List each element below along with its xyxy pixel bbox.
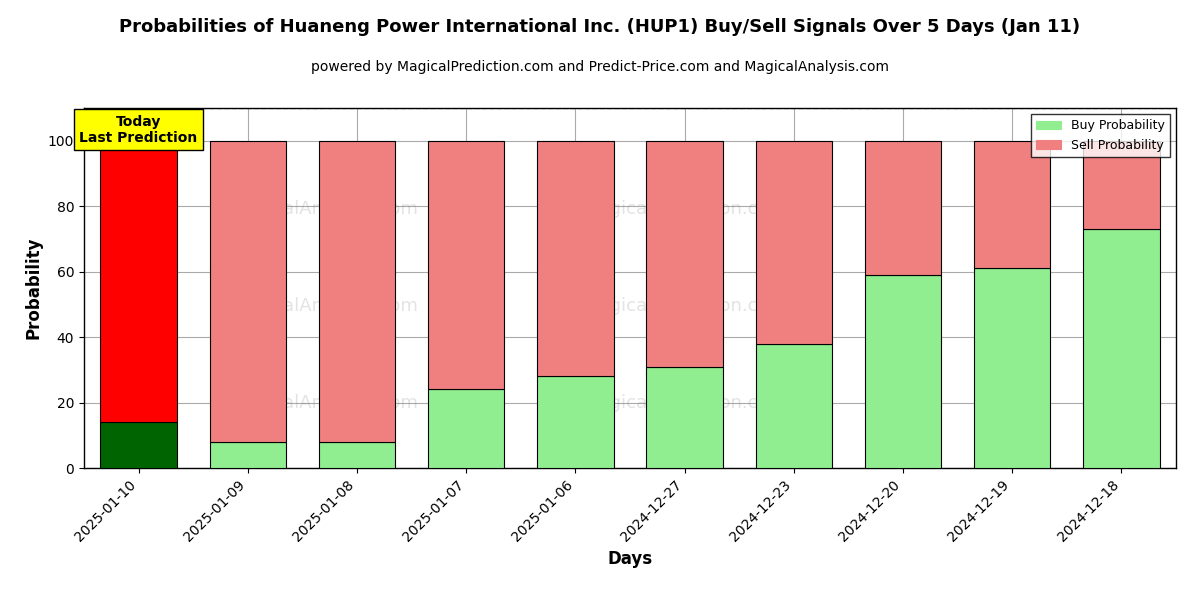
Bar xyxy=(756,141,832,344)
Text: MagicalPrediction.com: MagicalPrediction.com xyxy=(583,297,786,315)
Bar xyxy=(865,141,941,275)
Text: Probabilities of Huaneng Power International Inc. (HUP1) Buy/Sell Signals Over 5: Probabilities of Huaneng Power Internati… xyxy=(120,18,1080,36)
Legend: Buy Probability, Sell Probability: Buy Probability, Sell Probability xyxy=(1031,114,1170,157)
Bar xyxy=(538,141,613,376)
Bar xyxy=(1084,141,1159,229)
Text: MagicalAnalysis.com: MagicalAnalysis.com xyxy=(230,297,418,315)
Y-axis label: Probability: Probability xyxy=(24,237,42,339)
Bar xyxy=(647,141,722,367)
Bar xyxy=(210,141,286,442)
Text: MagicalPrediction.com: MagicalPrediction.com xyxy=(583,394,786,412)
X-axis label: Days: Days xyxy=(607,550,653,568)
Text: Today
Last Prediction: Today Last Prediction xyxy=(79,115,198,145)
Bar xyxy=(101,141,176,422)
Bar xyxy=(1084,229,1159,468)
Bar xyxy=(428,141,504,389)
Bar xyxy=(647,367,722,468)
Bar xyxy=(974,268,1050,468)
Bar xyxy=(756,344,832,468)
Text: MagicalAnalysis.com: MagicalAnalysis.com xyxy=(230,200,418,218)
Bar xyxy=(319,141,395,442)
Text: powered by MagicalPrediction.com and Predict-Price.com and MagicalAnalysis.com: powered by MagicalPrediction.com and Pre… xyxy=(311,60,889,74)
Bar xyxy=(319,442,395,468)
Text: MagicalPrediction.com: MagicalPrediction.com xyxy=(583,200,786,218)
Bar xyxy=(538,376,613,468)
Bar xyxy=(974,141,1050,268)
Bar xyxy=(101,422,176,468)
Text: MagicalAnalysis.com: MagicalAnalysis.com xyxy=(230,394,418,412)
Bar xyxy=(428,389,504,468)
Bar xyxy=(865,275,941,468)
Bar xyxy=(210,442,286,468)
